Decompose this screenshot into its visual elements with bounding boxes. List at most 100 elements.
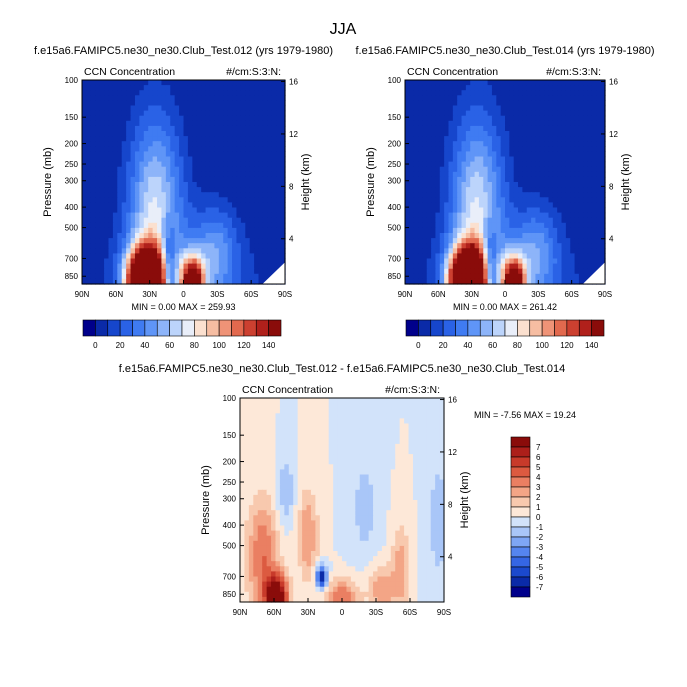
contour-cell [117,273,123,280]
contour-cell [377,408,383,414]
contour-cell [474,90,480,96]
contour-cell [214,151,220,158]
contour-cell [319,443,325,450]
contour-cell [130,217,136,224]
contour-cell [99,258,105,265]
contour-cell [561,151,567,158]
contour-cell [245,156,251,163]
contour-cell [413,207,419,214]
contour-cell [183,80,189,86]
contour-cell [117,110,123,117]
contour-cell [600,182,606,188]
contour-cell [117,253,123,260]
contour-cell [99,253,105,260]
contour-cell [254,120,260,127]
contour-cell [404,413,410,419]
contour-cell [474,197,480,203]
contour-cell [439,479,445,486]
contour-cell [209,278,215,285]
contour-cell [368,443,374,450]
contour-cell [600,156,606,163]
contour-cell [457,233,463,239]
contour-cell [465,171,471,178]
contour-cell [587,197,593,203]
contour-cell [496,182,502,188]
contour-cell [223,176,229,183]
contour-cell [526,268,532,275]
contour-cell [192,238,198,244]
contour-cell [232,192,238,198]
contour-cell [262,443,268,450]
contour-cell [328,484,334,491]
contour-cell [82,100,88,107]
contour-cell [279,510,285,516]
contour-cell [418,217,423,224]
contour-cell [227,176,233,183]
contour-cell [570,268,576,275]
contour-cell [99,212,105,219]
contour-cell [404,438,410,445]
contour-cell [205,105,211,112]
contour-cell [364,474,370,481]
contour-cell [461,192,467,198]
contour-cell [86,197,92,203]
contour-cell [373,489,379,496]
contour-cell [139,100,145,107]
contour-cell [548,80,554,86]
contour-cell [422,120,428,127]
contour-cell [430,489,436,496]
contour-cell [355,438,361,445]
contour-cell [409,278,415,285]
contour-cell [405,212,410,219]
contour-cell [319,408,325,414]
contour-cell [500,243,506,249]
contour-cell [439,525,445,532]
contour-cell [426,253,432,260]
contour-cell [337,510,343,516]
contour-cell [187,166,193,173]
contour-cell [557,192,563,198]
contour-cell [293,423,299,430]
contour-cell [143,105,149,112]
contour-cell [205,243,211,249]
contour-cell [271,238,277,244]
contour-cell [430,454,436,460]
contour-cell [139,176,145,183]
contour-cell [350,443,356,450]
contour-cell [487,100,493,107]
contour-cell [578,166,584,173]
contour-cell [205,115,211,122]
contour-cell [496,151,502,158]
contour-cell [496,136,502,142]
contour-cell [262,438,268,445]
contour-cell [280,258,286,265]
contour-cell [130,100,136,107]
contour-cell [431,258,437,265]
contour-cell [209,80,215,86]
contour-cell [444,105,450,112]
contour-cell [444,85,450,91]
contour-cell [161,146,167,152]
contour-cell [531,258,537,265]
contour-cell [417,500,423,506]
contour-cell [152,263,158,270]
contour-cell [491,95,497,101]
contour-cell [275,413,281,419]
contour-cell [426,423,432,430]
contour-cell [452,120,458,127]
contour-cell [491,222,497,229]
contour-cell [587,268,593,275]
contour-cell [565,222,571,229]
contour-cell [578,156,584,163]
contour-cell [319,413,325,419]
contour-cell [444,120,450,127]
contour-cell [418,146,423,152]
contour-cell [262,171,268,178]
contour-cell [426,120,432,127]
contour-cell [435,443,441,450]
contour-cell [435,115,441,122]
contour-cell [359,494,365,501]
contour-cell [359,433,365,440]
contour-cell [95,238,101,244]
contour-cell [399,469,405,476]
